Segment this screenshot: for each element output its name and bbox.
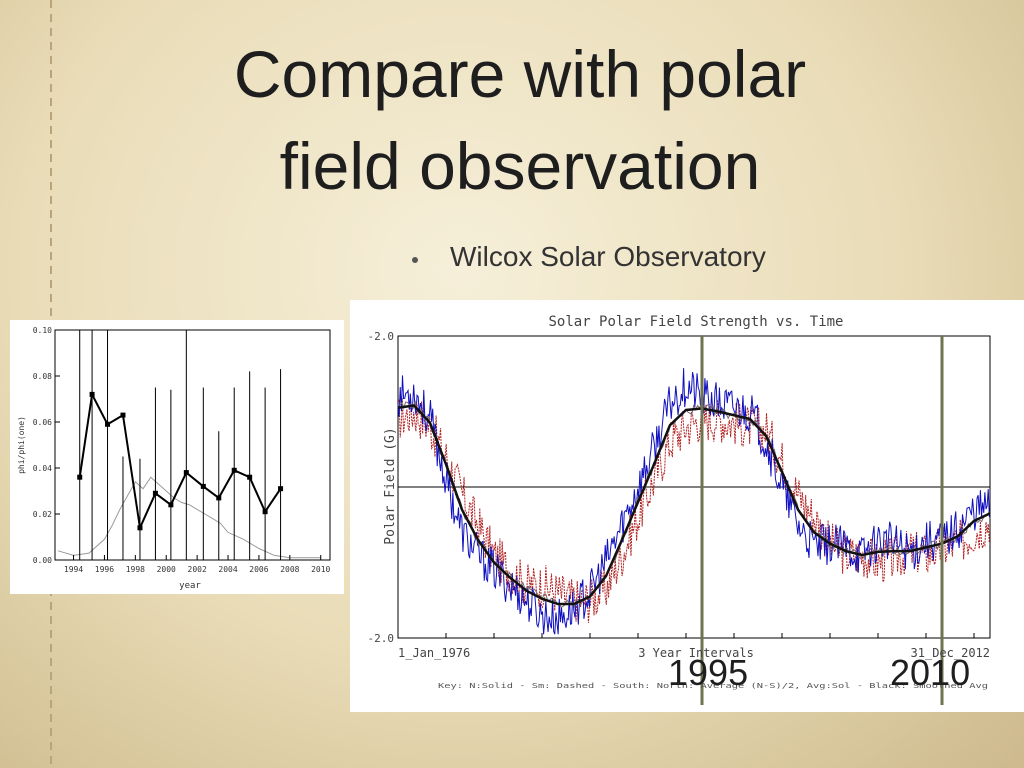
left-chart-data-point bbox=[231, 467, 237, 473]
left-chart-data-point bbox=[120, 412, 126, 418]
right-chart-key: Key: N:Solid - Sm: Dashed - South: North… bbox=[438, 682, 988, 690]
left-chart-xtick-label: 2008 bbox=[280, 565, 299, 574]
left-chart-ytick-label: 0.10 bbox=[33, 326, 52, 335]
left-chart-data-point bbox=[89, 391, 95, 397]
left-chart-panel: 0.00 0.02 0.04 0.06 0.08 0.10 1994 1996 1998 2000… bbox=[10, 320, 344, 594]
left-chart-ylabel: phi/phi(one) bbox=[17, 416, 26, 474]
left-chart-xtick-label: 2004 bbox=[218, 565, 237, 574]
left-chart-data-point bbox=[262, 509, 268, 515]
left-chart-grey-series-line bbox=[57, 476, 321, 559]
left-chart-data-point bbox=[137, 525, 143, 531]
right-chart-x-left-label: 1_Jan_1976 bbox=[398, 646, 470, 660]
slide-title-line-1: Compare with polar bbox=[233, 37, 807, 111]
left-chart-frame bbox=[54, 329, 331, 561]
right-chart-smoothed-series-line bbox=[397, 404, 991, 606]
left-chart-data-point bbox=[200, 483, 206, 489]
left-chart-ytick-label: 0.06 bbox=[33, 418, 52, 427]
left-chart-data-point bbox=[216, 495, 222, 501]
right-chart-panel: Solar Polar Field Strength vs. Time Pola… bbox=[350, 300, 1024, 712]
right-chart-title: Solar Polar Field Strength vs. Time bbox=[548, 314, 843, 330]
left-chart-xtick-label: 2000 bbox=[157, 565, 176, 574]
right-chart-ytick-bottom-label: -2.0 bbox=[368, 632, 395, 645]
bullet-text: Wilcox Solar Observatory bbox=[450, 241, 766, 272]
left-chart-data-point bbox=[278, 486, 284, 492]
left-chart-ytick-label: 0.08 bbox=[33, 372, 52, 381]
left-chart-data-point bbox=[247, 474, 253, 480]
bullet-dot-icon bbox=[412, 257, 418, 263]
right-chart-ylabel: Polar Field (G) bbox=[383, 427, 398, 544]
left-chart-svg: 0.00 0.02 0.04 0.06 0.08 0.10 1994 1996 1998 2000… bbox=[17, 326, 331, 591]
left-chart-data-point bbox=[77, 474, 83, 480]
left-chart-xtick-label: 1996 bbox=[95, 565, 114, 574]
left-chart-xtick-label: 2006 bbox=[249, 565, 268, 574]
left-chart-main-series-line bbox=[78, 391, 282, 532]
left-chart-xtick-label: 1994 bbox=[64, 565, 83, 574]
year-label-1995: 1995 bbox=[668, 652, 749, 693]
left-chart-ytick-label: 0.02 bbox=[33, 510, 52, 519]
right-chart-average-series-line bbox=[397, 399, 990, 609]
right-chart-svg: Solar Polar Field Strength vs. Time Pola… bbox=[368, 314, 991, 705]
left-chart-ytick-label: 0.00 bbox=[33, 556, 52, 565]
right-chart-x-right-label: 31_Dec_2012 bbox=[911, 646, 990, 660]
right-chart-ytick-top-label: -2.0 bbox=[368, 330, 395, 343]
year-label-2010: 2010 bbox=[890, 652, 971, 693]
left-chart-data-point bbox=[183, 470, 189, 476]
left-chart-ytick-label: 0.04 bbox=[33, 464, 52, 473]
right-chart-south-series-line bbox=[397, 393, 990, 623]
right-chart-x-center-label: 3 Year Intervals bbox=[638, 646, 754, 660]
right-chart-north-series-line bbox=[397, 368, 990, 635]
left-chart-xtick-label: 2010 bbox=[311, 565, 330, 574]
left-chart-data-point bbox=[168, 502, 174, 508]
bullet-item: Wilcox Solar Observatory bbox=[412, 241, 766, 273]
left-chart-data-point bbox=[105, 421, 111, 427]
slide-title: Compare with polar field observation bbox=[150, 28, 890, 212]
left-chart-xlabel: year bbox=[179, 581, 201, 591]
left-chart-data-point bbox=[152, 490, 158, 496]
slide-title-line-2: field observation bbox=[279, 129, 761, 203]
left-chart-xtick-label: 2002 bbox=[188, 565, 207, 574]
left-chart-xtick-label: 1998 bbox=[126, 565, 145, 574]
